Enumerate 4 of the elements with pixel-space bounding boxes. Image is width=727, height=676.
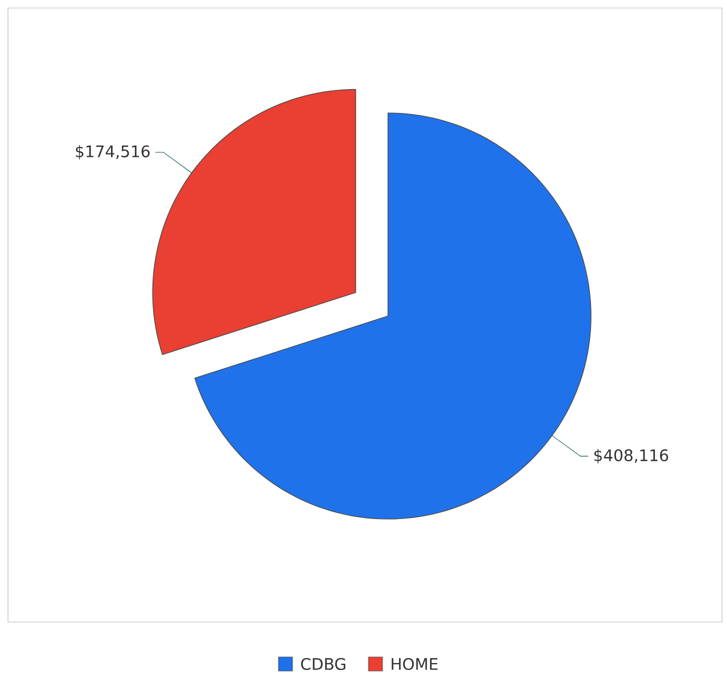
legend-label: HOME xyxy=(392,658,438,670)
legend-label: CDBG xyxy=(301,658,346,670)
data-label: $174,516 xyxy=(76,145,150,160)
data-label: $408,116 xyxy=(594,448,668,464)
